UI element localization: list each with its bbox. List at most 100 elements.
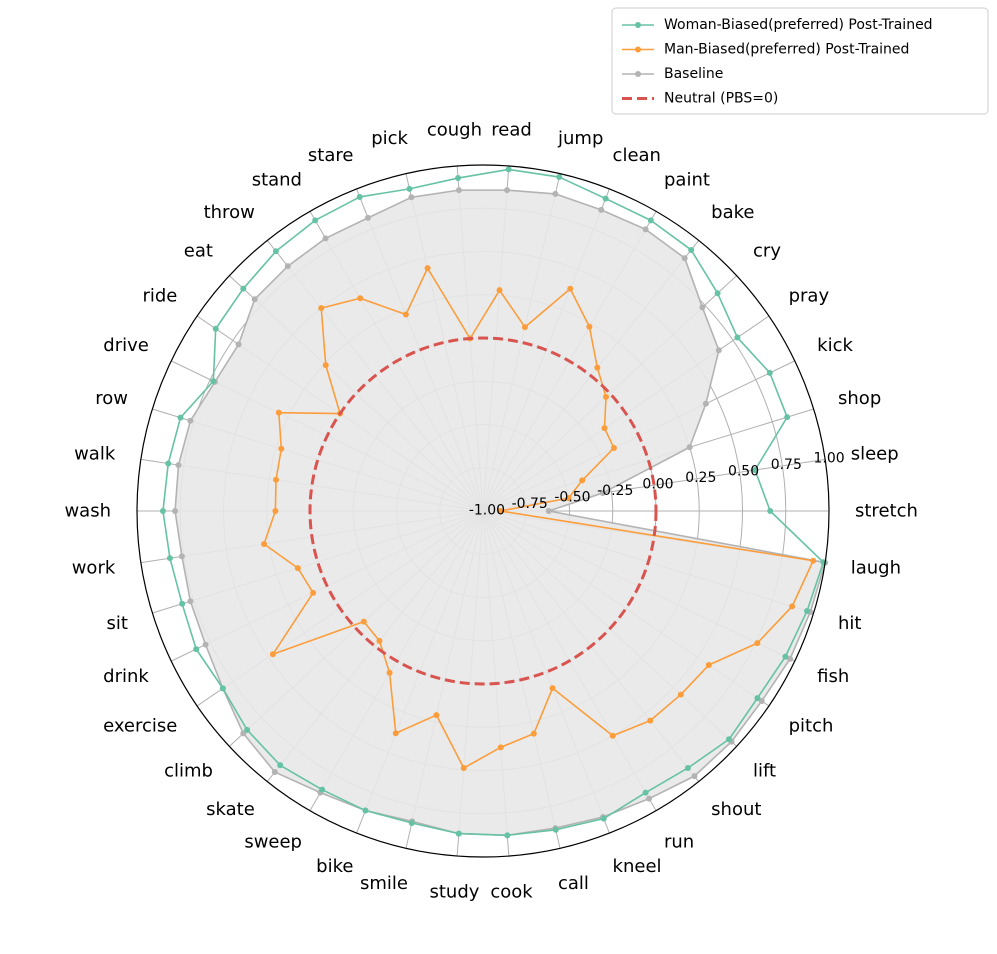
man-biased-point [318,305,325,312]
man-biased-point [360,618,367,625]
r-tick-label: 0.25 [685,470,716,486]
man-biased-point [357,295,364,302]
category-label: drive [103,335,149,356]
baseline-point [686,444,693,451]
baseline-point [175,462,182,469]
woman-biased-point [408,820,415,827]
category-label: cough [427,120,482,141]
category-label: shop [838,388,881,409]
series-layer [159,166,829,839]
r-tick-label: 0.75 [771,457,802,473]
baseline-point [240,730,247,737]
woman-biased-point [505,166,512,173]
category-label: ride [142,285,177,306]
category-label: row [95,388,128,409]
woman-biased-point [244,726,251,733]
man-biased-point [273,476,280,483]
category-label: skate [206,799,255,820]
woman-biased-point [455,830,462,837]
baseline-point [455,187,462,194]
woman-biased-point [356,193,363,200]
radial-tick-labels: -1.00 -0.75 -0.50 -0.25 0.00 0.25 0.50 0.75 1.00 [469,451,845,519]
woman-biased-point [688,246,695,253]
category-label: stretch [855,501,918,522]
baseline-point [284,263,291,270]
woman-biased-point [219,685,226,692]
man-biased-point [565,495,572,502]
category-label: work [72,557,116,578]
woman-biased-point [602,195,609,202]
woman-biased-point [714,290,721,297]
baseline-point [545,508,552,514]
legend-item: Baseline [622,66,723,82]
legend-item: Man-Biased(preferred) Post-Trained [622,42,909,58]
category-label: kick [817,335,853,356]
man-biased-point [497,508,504,514]
baseline-point [178,553,185,560]
r-tick-label: 1.00 [813,451,844,467]
man-biased-point [261,541,268,548]
baseline-point [758,698,765,705]
man-biased-point [521,324,528,331]
woman-biased-point [159,508,166,514]
woman-biased-point [642,789,649,796]
category-label: sit [107,613,128,634]
woman-biased-point [751,467,758,474]
baseline-point [642,226,649,233]
woman-biased-point [210,378,217,385]
legend-label: Woman-Biased(preferred) Post-Trained [664,17,933,33]
woman-biased-point [406,185,413,192]
man-biased-point [579,477,586,484]
legend-label: Neutral (PBS=0) [664,91,778,107]
man-biased-point [386,669,393,676]
category-label: drink [103,666,149,687]
legend-marker [635,22,641,28]
baseline-point [691,773,698,780]
category-label: paint [664,170,710,191]
man-biased-point [294,565,301,572]
baseline-point [202,641,209,648]
r-tick-label: 0.50 [728,464,759,480]
woman-biased-point [600,815,607,822]
category-label: call [558,873,589,894]
category-label: read [491,120,532,141]
man-biased-point [275,409,282,416]
baseline-point [251,296,258,303]
baseline-point [646,795,653,802]
r-tick-label: -0.75 [512,496,548,512]
category-label: stand [252,170,302,191]
man-biased-point [567,285,574,292]
woman-biased-point [179,600,186,607]
man-biased-point [272,508,279,514]
woman-biased-point [362,807,369,814]
baseline-point [715,347,722,354]
man-biased-point [586,323,593,330]
category-label: cook [490,881,533,902]
legend-item: Neutral (PBS=0) [622,91,778,107]
man-biased-point [647,717,654,724]
woman-biased-point [455,175,462,182]
baseline-point [187,598,194,605]
woman-biased-point [754,695,761,702]
category-label: bake [711,202,754,223]
category-label: smile [360,873,408,894]
man-biased-point [610,444,617,451]
category-label: throw [204,202,255,223]
woman-biased-point [684,764,691,771]
category-label: pick [371,128,408,149]
category-label: wash [64,501,111,522]
man-biased-point [269,651,276,658]
category-label: sweep [244,831,302,852]
man-biased-point [677,691,684,698]
category-label: exercise [103,716,177,737]
baseline-point [702,400,709,407]
category-labels: stretch sleep shop kick pray cry bakepaintclea… [64,120,917,903]
man-biased-point [322,362,329,369]
man-biased-point [601,425,608,432]
category-label: laugh [851,557,901,578]
r-tick-label: -1.00 [469,502,505,518]
legend-marker [635,46,641,53]
r-tick-label: -0.50 [554,489,590,505]
man-biased-point [376,637,383,644]
